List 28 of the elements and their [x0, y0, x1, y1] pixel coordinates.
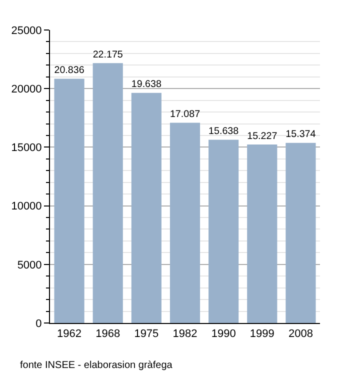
x-tick-label: 1990	[211, 328, 236, 340]
x-tick-label: 2008	[288, 328, 313, 340]
x-tick-label: 1962	[57, 328, 82, 340]
y-tick-label: 25000	[11, 24, 42, 37]
x-tick-label: 1968	[96, 328, 120, 340]
y-tick-label: 0	[36, 318, 42, 330]
data-label: 17.087	[170, 109, 200, 120]
bar	[247, 144, 278, 323]
data-label: 15.374	[286, 129, 316, 140]
bar	[92, 63, 123, 323]
y-tick-label: 5000	[17, 259, 42, 272]
bar	[131, 92, 162, 323]
x-tick-label: 1982	[172, 328, 198, 340]
bar	[286, 142, 316, 323]
x-tick-label: 1975	[134, 328, 159, 340]
bar	[170, 122, 200, 323]
y-tick-label: 20000	[11, 83, 42, 96]
data-label: 20.836	[54, 65, 85, 76]
source-note: fonte INSEE - elaborasion gràfega	[20, 360, 173, 371]
y-tick-label: 10000	[11, 200, 42, 213]
y-tick-label: 15000	[11, 142, 42, 154]
data-label: 15.227	[247, 130, 278, 142]
bar	[54, 78, 84, 323]
data-label: 22.175	[92, 49, 124, 60]
x-tick-label: 1999	[250, 328, 274, 340]
data-label: 15.638	[208, 126, 240, 138]
bar	[208, 140, 239, 323]
data-label: 19.638	[131, 79, 162, 90]
